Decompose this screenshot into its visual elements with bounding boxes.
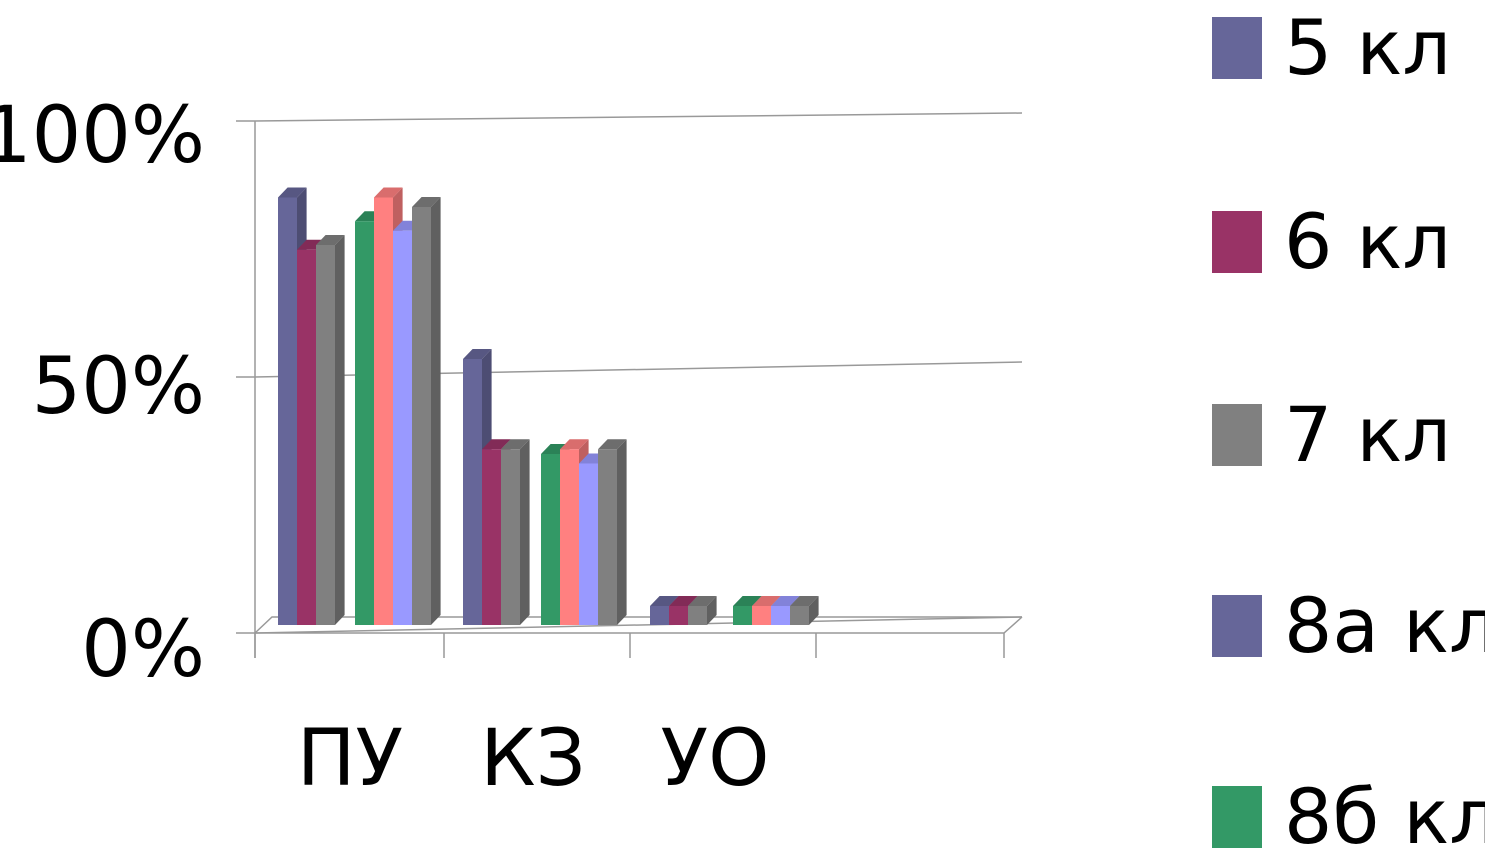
bar-chart: 100% 50% 0% ПУ КЗ УО bbox=[0, 91, 1023, 804]
grid-line bbox=[254, 112, 1023, 122]
bar-top bbox=[541, 444, 570, 454]
legend-label: 8б кл bbox=[1284, 772, 1485, 861]
bar-front bbox=[297, 249, 316, 625]
bar bbox=[501, 439, 530, 625]
bar-front bbox=[733, 606, 752, 625]
bar-front bbox=[790, 606, 809, 625]
legend-swatch bbox=[1212, 211, 1262, 273]
legend-item: 7 кл bbox=[1212, 390, 1451, 479]
legend-label: 7 кл bbox=[1284, 390, 1451, 479]
bar-top bbox=[771, 596, 800, 606]
bar-side bbox=[617, 439, 627, 625]
y-tick-label: 50% bbox=[32, 342, 205, 432]
bar-top bbox=[374, 187, 403, 198]
bar-side bbox=[809, 596, 819, 625]
y-axis-ticks: 100% 50% 0% bbox=[0, 91, 205, 695]
chart-bars bbox=[278, 187, 819, 625]
bar-side bbox=[431, 197, 441, 625]
bar-front bbox=[278, 197, 297, 625]
legend-swatch bbox=[1212, 786, 1262, 848]
bar bbox=[316, 235, 345, 625]
bar-front bbox=[669, 606, 688, 625]
bar-side bbox=[335, 235, 345, 625]
bar-front bbox=[541, 454, 560, 625]
chart-grid bbox=[236, 112, 1023, 658]
bar-front bbox=[771, 606, 790, 625]
bar-front bbox=[316, 245, 335, 625]
bar-front bbox=[598, 449, 617, 625]
bar-top bbox=[650, 596, 679, 606]
bar-top bbox=[598, 439, 627, 450]
bar-front bbox=[560, 449, 579, 625]
bar-front bbox=[374, 197, 393, 625]
bar bbox=[412, 197, 441, 625]
bar-top bbox=[297, 239, 326, 250]
x-tick-label: КЗ bbox=[480, 714, 585, 804]
bar-top bbox=[463, 349, 492, 359]
bar-top bbox=[482, 439, 511, 450]
bar-top bbox=[669, 596, 698, 606]
bar-top bbox=[560, 439, 589, 450]
legend-label: 8а кл bbox=[1284, 581, 1485, 670]
bar bbox=[688, 596, 717, 625]
bar-top bbox=[733, 596, 762, 606]
x-tick-label: ПУ bbox=[297, 714, 403, 804]
legend-item: 8а кл bbox=[1212, 581, 1485, 670]
bar-top bbox=[412, 197, 441, 207]
legend-swatch bbox=[1212, 404, 1262, 466]
bar-front bbox=[463, 359, 482, 625]
bar-top bbox=[688, 596, 717, 606]
bar-top bbox=[316, 235, 345, 245]
legend-label: 6 кл bbox=[1284, 197, 1451, 286]
bar bbox=[598, 439, 627, 625]
bar-top bbox=[752, 596, 781, 606]
bar-front bbox=[412, 207, 431, 625]
legend-swatch bbox=[1212, 595, 1262, 657]
x-axis-ticks: ПУ КЗ УО bbox=[297, 714, 770, 804]
bar-front bbox=[579, 463, 598, 625]
legend-item: 5 кл bbox=[1212, 3, 1451, 92]
bar bbox=[790, 596, 819, 625]
bar-top bbox=[278, 187, 307, 198]
bar-front bbox=[688, 606, 707, 625]
grid-line bbox=[254, 616, 1023, 634]
legend-label: 5 кл bbox=[1284, 3, 1451, 92]
y-tick-label: 100% bbox=[0, 91, 205, 181]
chart-legend: 5 кл 6 кл 7 кл 8а кл 8б кл bbox=[1212, 0, 1485, 861]
bar-front bbox=[501, 449, 520, 625]
legend-swatch bbox=[1212, 17, 1262, 79]
bar-top bbox=[790, 596, 819, 606]
bar-side bbox=[520, 439, 530, 625]
legend-item: 6 кл bbox=[1212, 197, 1451, 286]
legend-item: 8б кл bbox=[1212, 772, 1485, 861]
y-tick-label: 0% bbox=[81, 605, 205, 695]
bar-top bbox=[501, 439, 530, 450]
bar-front bbox=[393, 230, 412, 625]
bar-side bbox=[707, 596, 717, 625]
bar-front bbox=[482, 449, 501, 625]
bar-front bbox=[752, 606, 771, 625]
bar-front bbox=[650, 606, 669, 625]
x-tick-label: УО bbox=[661, 714, 770, 804]
bar-front bbox=[355, 221, 374, 625]
